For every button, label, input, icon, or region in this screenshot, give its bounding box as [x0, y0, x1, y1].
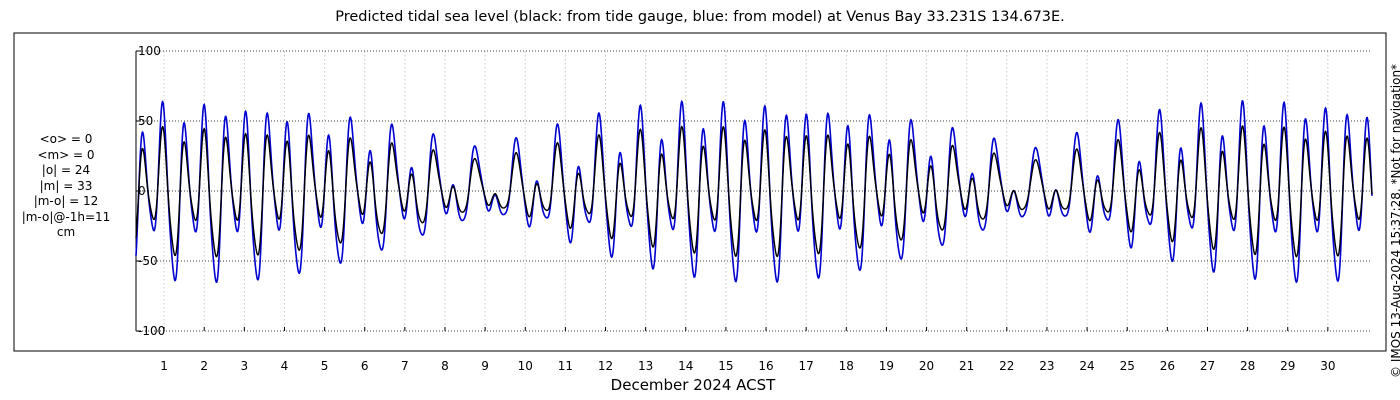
y-tick-label: -50 [138, 254, 158, 268]
stat-abs-diff: |m-o| = 12 [33, 194, 99, 208]
x-tick-label: 19 [879, 359, 894, 373]
y-tick-label: -100 [138, 324, 165, 338]
x-tick-label: 10 [518, 359, 533, 373]
x-tick-label: 29 [1280, 359, 1295, 373]
x-tick-label: 15 [718, 359, 733, 373]
stat-abs-diff-lag: |m-o|@-1h=11 [21, 209, 111, 224]
x-tick-label: 28 [1240, 359, 1255, 373]
x-tick-label: 1 [160, 359, 168, 373]
x-tick-label: 18 [839, 359, 854, 373]
x-tick-label: 4 [281, 359, 289, 373]
x-tick-label: 5 [321, 359, 329, 373]
copyright-note: © IMOS 13-Aug-2024 15:37:28. *Not for na… [1389, 63, 1400, 378]
y-tick-label: 50 [138, 114, 153, 128]
x-tick-label: 22 [999, 359, 1014, 373]
x-tick-label: 12 [598, 359, 613, 373]
x-tick-label: 8 [441, 359, 449, 373]
y-grid [136, 50, 1372, 332]
x-tick-label: 25 [1120, 359, 1135, 373]
x-axis-label: December 2024 ACST [610, 376, 776, 394]
x-tick-label: 3 [241, 359, 249, 373]
series-line-tide-gauge [135, 125, 1373, 258]
stat-unit: cm [56, 225, 76, 239]
stat-abs-observed: |o| = 24 [41, 163, 91, 177]
x-tick-label: 20 [919, 359, 934, 373]
stat-mean-observed: <o> = 0 [39, 132, 93, 146]
x-tick-label: 16 [758, 359, 773, 373]
stat-abs-model: |m| = 33 [39, 178, 93, 193]
y-ticks: -100 -50 0 50 100 [136, 44, 165, 338]
plot-frame [13, 32, 1387, 352]
x-tick-label: 14 [678, 359, 693, 373]
stat-mean-model: <m> = 0 [37, 147, 95, 162]
y-tick-label: 100 [138, 44, 161, 58]
x-tick-label: 13 [638, 359, 653, 373]
x-tick-label: 30 [1320, 359, 1335, 373]
series-line-model [135, 99, 1373, 284]
x-tick-label: 24 [1079, 359, 1094, 373]
stats-panel: <o> = 0 <m> = 0 |o| = 24 |m| = 33 |m-o| … [2, 132, 130, 241]
x-tick-label: 7 [401, 359, 409, 373]
x-tick-label: 11 [558, 359, 573, 373]
x-tick-label: 27 [1200, 359, 1215, 373]
x-tick-label: 26 [1160, 359, 1175, 373]
x-tick-label: 6 [361, 359, 369, 373]
x-tick-label: 21 [959, 359, 974, 373]
x-tick-label: 23 [1039, 359, 1054, 373]
x-tick-label: 9 [481, 359, 489, 373]
x-tick-label: 2 [200, 359, 208, 373]
chart-title: Predicted tidal sea level (black: from t… [335, 9, 1065, 25]
y-tick-label: 0 [138, 184, 146, 198]
x-ticks: 1 2 3 4 5 6 7 8 9 10 11 12 13 14 15 16 17 18 19 20 21 22 23 24 2… [160, 327, 1335, 373]
x-tick-label: 17 [799, 359, 814, 373]
